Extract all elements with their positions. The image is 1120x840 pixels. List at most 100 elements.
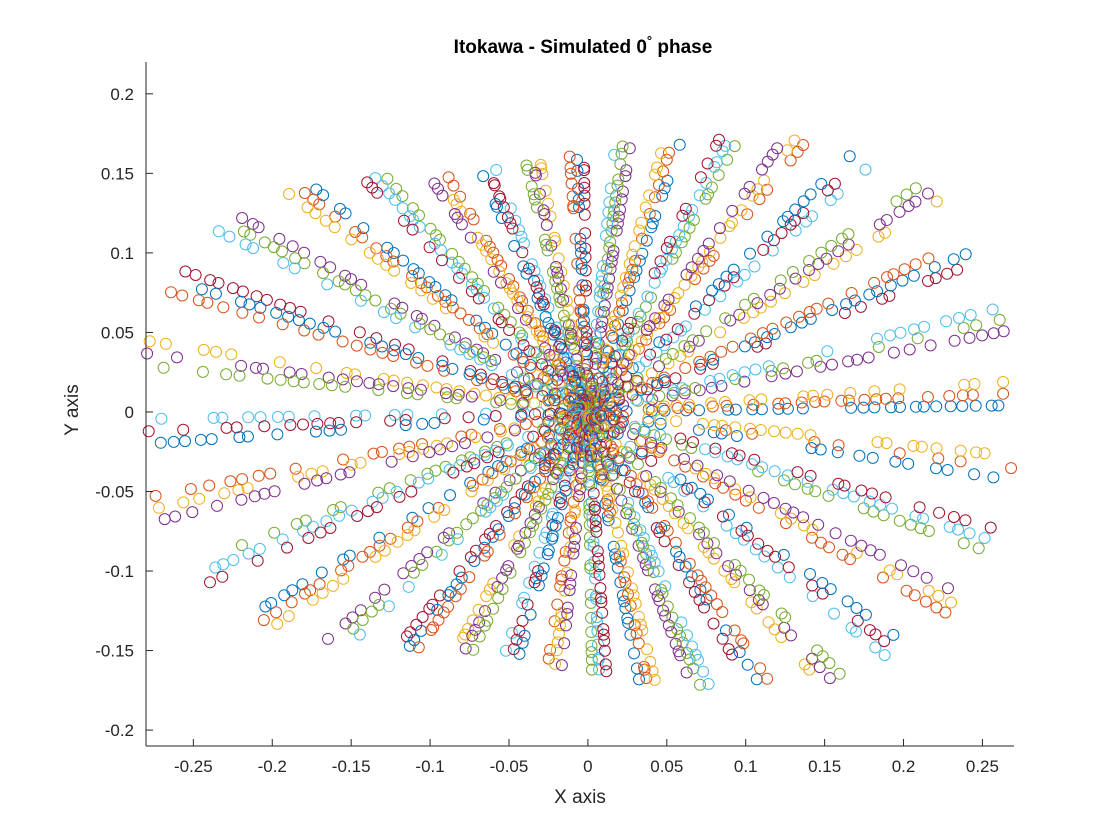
data-point (307, 520, 319, 533)
data-point (515, 230, 528, 243)
data-point (544, 414, 557, 427)
data-point (626, 362, 639, 375)
data-point (853, 449, 866, 462)
data-point (797, 207, 810, 219)
data-point (342, 559, 355, 572)
data-point (401, 376, 414, 389)
data-point (739, 298, 751, 311)
data-point (143, 335, 156, 348)
data-point (254, 301, 267, 314)
data-point (584, 559, 597, 572)
data-point (948, 334, 961, 347)
data-point (518, 629, 531, 642)
data-point (705, 381, 718, 394)
data-point (620, 370, 633, 383)
data-point (605, 373, 618, 385)
data-point (483, 240, 496, 253)
data-point (679, 320, 692, 333)
data-point (647, 566, 660, 578)
data-point (768, 425, 781, 438)
data-point (450, 392, 463, 405)
data-point (322, 632, 334, 645)
data-point (484, 501, 497, 514)
data-point (582, 465, 595, 478)
data-point (271, 428, 284, 441)
data-point (662, 500, 675, 513)
data-point (380, 250, 393, 263)
data-point (462, 411, 475, 424)
data-point (766, 322, 779, 335)
data-point (389, 338, 401, 351)
data-point (380, 258, 393, 271)
data-point (406, 223, 419, 236)
data-point (939, 606, 952, 619)
data-point (598, 634, 611, 647)
data-point (573, 470, 586, 483)
data-point (893, 514, 906, 527)
data-point (842, 238, 855, 251)
data-point (622, 348, 635, 361)
data-point (743, 394, 756, 407)
data-point (165, 286, 177, 299)
data-point (797, 390, 810, 403)
data-point (479, 445, 491, 458)
data-point (578, 320, 591, 333)
data-point (638, 663, 651, 676)
data-point (568, 507, 581, 520)
data-point (495, 259, 508, 272)
data-point (614, 555, 627, 568)
data-point (654, 255, 667, 268)
data-point (527, 519, 540, 532)
data-point (618, 595, 631, 608)
data-point (779, 611, 792, 624)
y-tick-label: -0.15 (95, 642, 134, 661)
data-point (692, 653, 704, 666)
data-point (510, 454, 523, 467)
data-point (505, 397, 517, 410)
data-point (414, 383, 427, 396)
data-point (649, 168, 661, 181)
data-point (274, 298, 287, 311)
data-point (551, 512, 564, 524)
data-point (536, 168, 549, 180)
data-point (216, 411, 229, 424)
data-point (478, 549, 491, 562)
data-point (749, 543, 762, 556)
data-point (671, 499, 684, 512)
data-point (354, 456, 367, 469)
data-point (580, 339, 593, 351)
data-point (559, 316, 572, 329)
data-point (560, 619, 572, 632)
data-point (823, 657, 836, 670)
data-point (663, 146, 675, 159)
data-point (858, 393, 871, 406)
data-point (533, 546, 546, 559)
data-point (217, 558, 230, 571)
data-point (218, 487, 231, 500)
data-point (619, 380, 632, 393)
data-point (373, 598, 385, 611)
data-point (503, 324, 516, 336)
data-point (326, 579, 339, 592)
data-point (452, 388, 465, 401)
data-point (485, 359, 498, 371)
data-point (177, 423, 190, 436)
data-point (465, 428, 478, 441)
data-point (481, 431, 494, 444)
data-point (640, 470, 653, 482)
data-point (711, 469, 724, 482)
chart-title: Itokawa - Simulated 0° phase (454, 33, 713, 58)
data-point (725, 573, 738, 585)
data-point (707, 426, 720, 439)
data-point (585, 653, 598, 666)
data-point (636, 624, 649, 637)
data-point (587, 540, 600, 553)
data-point (592, 638, 604, 651)
data-point (524, 461, 537, 474)
data-point (737, 637, 750, 650)
data-point (328, 221, 341, 234)
data-point (473, 616, 486, 629)
data-point (987, 471, 1000, 484)
data-point (552, 627, 565, 640)
data-point (784, 218, 797, 231)
